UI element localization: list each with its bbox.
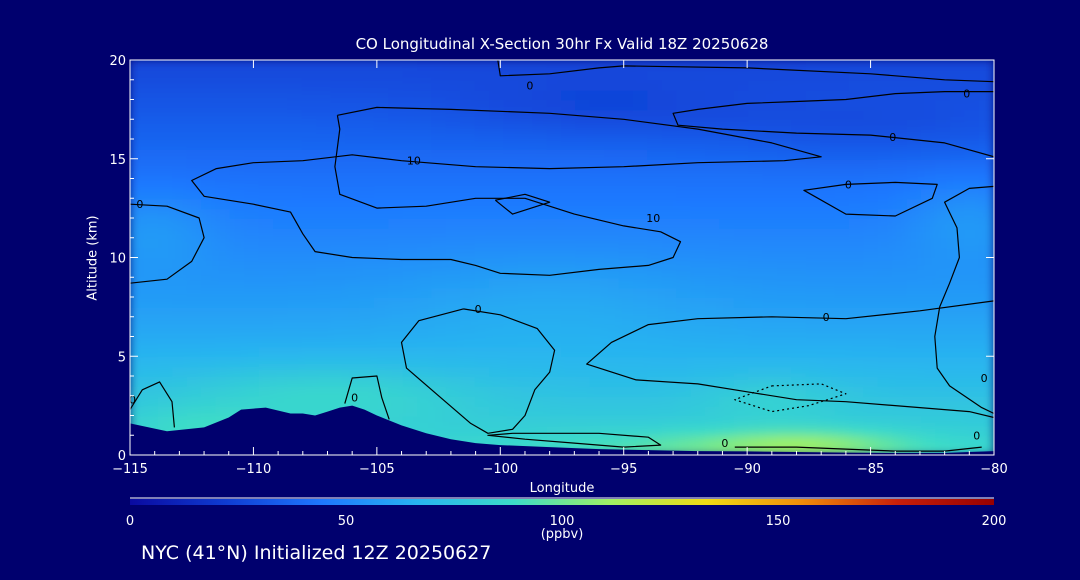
y-tick-label: 5 bbox=[118, 350, 126, 365]
contour-label: 0 bbox=[721, 437, 728, 450]
contour-labels: 0 0 0 10 0 10 0 0 0 0 0 0 0 0 bbox=[129, 80, 988, 450]
contour-label: 0 bbox=[845, 178, 852, 191]
contour-label: 10 bbox=[646, 212, 660, 225]
contour-label: 0 bbox=[136, 198, 143, 211]
contour-line-6 bbox=[803, 181, 938, 217]
contour-label: 0 bbox=[129, 394, 136, 407]
contour-line-5 bbox=[494, 193, 551, 215]
contour-line-8 bbox=[586, 300, 994, 419]
contour-line-2 bbox=[672, 91, 994, 158]
colorbar-tick-label: 150 bbox=[766, 514, 791, 529]
contour-line-14 bbox=[734, 383, 847, 413]
x-tick-label: −105 bbox=[359, 462, 395, 477]
co-concentration-field bbox=[130, 60, 994, 455]
colorbar-tick-label: 100 bbox=[550, 514, 575, 529]
contour-lines bbox=[130, 60, 994, 452]
contour-line-4 bbox=[130, 203, 205, 284]
contour-label: 0 bbox=[889, 131, 896, 144]
x-tick-label: −80 bbox=[980, 462, 1007, 477]
contour-label: 10 bbox=[407, 155, 421, 168]
contour-label: 0 bbox=[963, 88, 970, 101]
y-tick-label: 10 bbox=[109, 252, 126, 267]
colorbar: 0 50 100 150 200 bbox=[126, 497, 1007, 529]
terrain-mask bbox=[130, 405, 994, 455]
colorbar-gradient bbox=[130, 499, 994, 505]
contour-label: 0 bbox=[981, 372, 988, 385]
contour-label: 0 bbox=[526, 80, 533, 93]
contour-line-7 bbox=[934, 185, 994, 415]
x-axis-label: Longitude bbox=[529, 481, 595, 496]
colorbar-tick-label: 0 bbox=[126, 514, 134, 529]
colorbar-unit-label: (ppbv) bbox=[540, 527, 584, 542]
x-tick-label: −110 bbox=[236, 462, 272, 477]
chart-title: CO Longitudinal X-Section 30hr Fx Valid … bbox=[355, 35, 769, 53]
co-field-cells bbox=[130, 60, 994, 455]
contour-label: 0 bbox=[351, 392, 358, 405]
contour-label: 0 bbox=[823, 311, 830, 324]
contour-label: 0 bbox=[475, 303, 482, 316]
x-tick-label: −115 bbox=[112, 462, 148, 477]
x-tick-label: −100 bbox=[482, 462, 518, 477]
contour-line-9 bbox=[400, 308, 556, 434]
initialization-footer: NYC (41°N) Initialized 12Z 20250627 bbox=[141, 542, 492, 564]
contour-line-12 bbox=[344, 375, 390, 420]
x-tick-label: −85 bbox=[857, 462, 884, 477]
y-tick-label: 15 bbox=[109, 153, 126, 168]
contour-label: 0 bbox=[973, 429, 980, 442]
y-tick-label: 20 bbox=[109, 54, 126, 69]
x-tick-label: −95 bbox=[610, 462, 637, 477]
y-tick-label: 0 bbox=[118, 449, 126, 464]
terrain-profile bbox=[130, 405, 994, 455]
colorbar-tick-label: 200 bbox=[982, 514, 1007, 529]
y-axis-label: Altitude (km) bbox=[85, 215, 101, 301]
contour-line-3 bbox=[191, 106, 822, 276]
plot-axes: −115 −110 −105 −100 −95 −90 −85 −80 0 5 10 15 20 bbox=[109, 54, 1007, 477]
contour-line-13 bbox=[130, 381, 175, 428]
colorbar-tick-label: 50 bbox=[338, 514, 355, 529]
x-tick-label: −90 bbox=[733, 462, 760, 477]
